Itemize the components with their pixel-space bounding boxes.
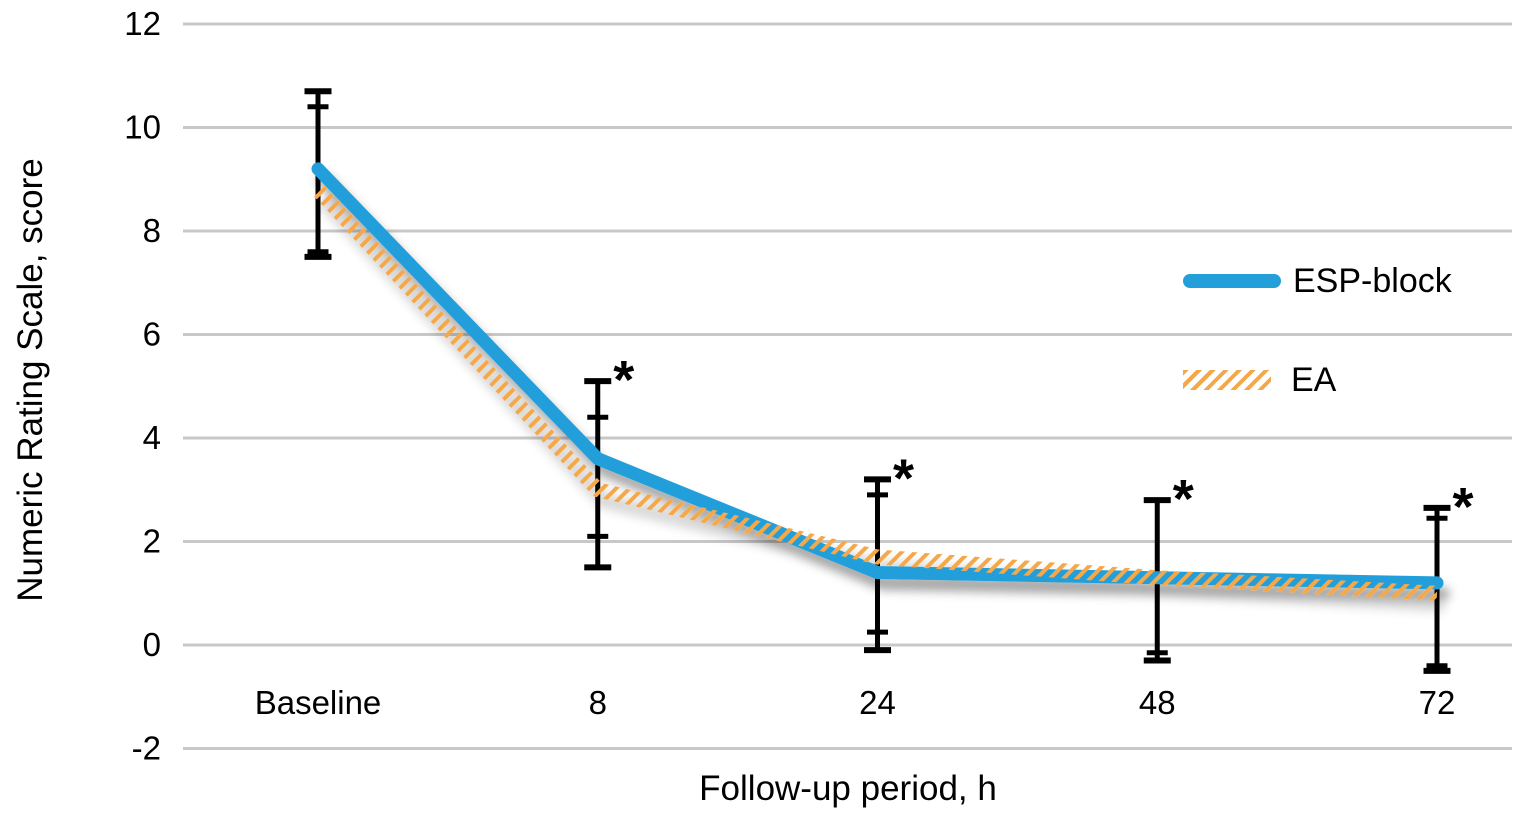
series-lines xyxy=(311,162,1444,601)
y-axis-title: Numeric Rating Scale, score xyxy=(11,158,50,602)
legend-item-ea: EA xyxy=(1183,360,1336,400)
x-tick-label-72: 72 xyxy=(1419,684,1456,721)
y-tick-label-6: 6 xyxy=(143,316,161,353)
legend-label-esp-block: ESP-block xyxy=(1293,261,1452,300)
significance-asterisk-8: * xyxy=(613,350,634,410)
legend-label-ea: EA xyxy=(1291,360,1337,399)
significance-asterisk-48: * xyxy=(1173,469,1194,529)
y-tick-label-2: 2 xyxy=(143,523,161,560)
ea-line-swatch xyxy=(1183,370,1271,390)
y-tick-label-0: 0 xyxy=(143,626,161,663)
x-tick-label-48: 48 xyxy=(1139,684,1176,721)
y-tick-label-10: 10 xyxy=(124,109,161,146)
ea-line xyxy=(312,184,1438,601)
x-tick-label-24: 24 xyxy=(859,684,896,721)
y-tick-label-12: 12 xyxy=(124,5,161,42)
significance-asterisk-72: * xyxy=(1452,477,1473,537)
legend-item-esp-block: ESP-block xyxy=(1183,261,1452,301)
error-bar-24 xyxy=(864,476,891,654)
error-bar-8 xyxy=(584,378,612,571)
x-axis-title: Follow-up period, h xyxy=(699,769,997,808)
y-tick-label-8: 8 xyxy=(143,212,161,249)
y-tick-label--2: -2 xyxy=(132,730,161,767)
significance-asterisk-24: * xyxy=(893,448,914,508)
esp-block-line-swatch xyxy=(1183,274,1281,288)
x-tick-label-Baseline: Baseline xyxy=(255,684,382,721)
y-tick-label-4: 4 xyxy=(143,419,161,456)
x-tick-label-8: 8 xyxy=(589,684,607,721)
